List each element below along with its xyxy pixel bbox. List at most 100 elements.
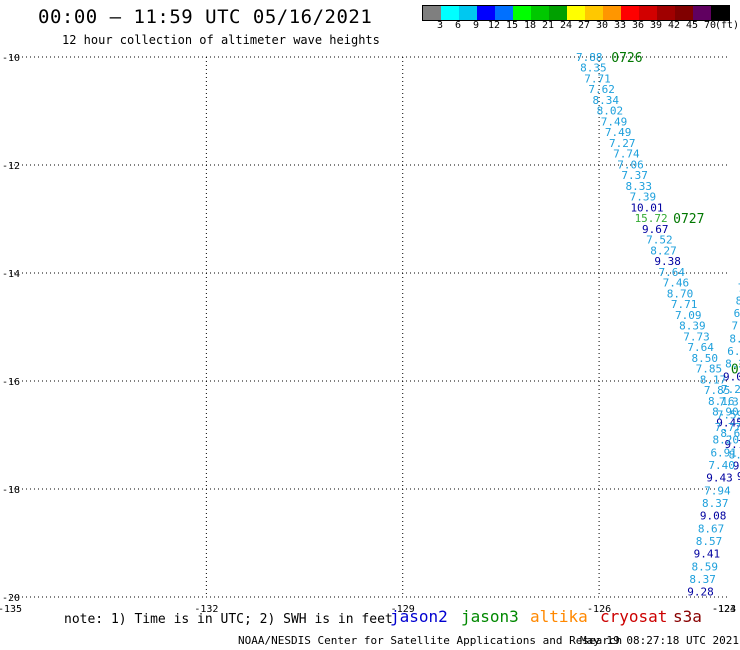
time-label: 0726 xyxy=(611,51,642,66)
colorbar-swatch xyxy=(657,6,675,20)
swh-value: 8.02 xyxy=(597,105,624,118)
x-tick-label: -123 xyxy=(712,604,736,615)
swh-value: 8.70 xyxy=(729,332,740,345)
swh-value: 7.49 xyxy=(601,115,628,128)
swh-value: 7.27 xyxy=(609,137,636,150)
swh-value: 8.66 xyxy=(720,427,740,440)
chart-subtitle: 12 hour collection of altimeter wave hei… xyxy=(62,33,380,47)
colorbar-tick-label: 3 xyxy=(436,20,444,31)
time-label: 0727 xyxy=(673,212,704,227)
colorbar-swatch xyxy=(459,6,477,20)
colorbar-tick-label: 18 xyxy=(523,20,537,31)
colorbar-tick-label: 36 xyxy=(631,20,645,31)
colorbar-swatch xyxy=(567,6,585,20)
swh-value: 7.20 xyxy=(731,320,740,333)
y-tick-label: -14 xyxy=(2,269,20,280)
chart-title: 00:00 – 11:59 UTC 05/16/2021 xyxy=(38,6,373,28)
colorbar-tick-label: 70 xyxy=(703,20,717,31)
x-tick-label: -129 xyxy=(391,604,415,615)
swh-value: 9.08 xyxy=(723,370,740,383)
colorbar-tick-label: 42 xyxy=(667,20,681,31)
swh-value: 7.77 xyxy=(715,421,740,434)
swh-value: 8.70 xyxy=(667,287,694,300)
swh-value: 7.37 xyxy=(621,169,648,182)
colorbar-tick-label: 24 xyxy=(559,20,573,31)
swh-value: 7.73 xyxy=(683,330,710,343)
swh-value: 7.85 xyxy=(696,363,723,376)
swh-value: 7.62 xyxy=(588,83,615,96)
swh-value: 9.08 xyxy=(700,510,727,523)
legend-jason3: jason3 xyxy=(461,607,519,626)
swh-value: 7.20 xyxy=(721,383,740,396)
swh-value: 9.43 xyxy=(706,472,733,485)
colorbar-tick-label: 39 xyxy=(649,20,663,31)
swh-value: 8.37 xyxy=(689,573,716,586)
legend-altika: altika xyxy=(530,607,588,626)
legend-s3a: s3a xyxy=(673,607,702,626)
swh-value: 8.34 xyxy=(593,94,620,107)
footer-timestamp: May 19 08:27:18 UTC 2021 xyxy=(580,634,739,647)
swh-value: 7.09 xyxy=(675,309,702,322)
swh-value: 8.37 xyxy=(702,497,729,510)
x-tick-label: -126 xyxy=(587,604,611,615)
y-tick-label: -16 xyxy=(2,377,20,388)
colorbar-tick-label: 9 xyxy=(472,20,480,31)
x-tick-label: -132 xyxy=(194,604,218,615)
swh-value: 9.41 xyxy=(733,459,740,472)
colorbar-unit-label: (ft) xyxy=(715,20,740,31)
colorbar-swatch xyxy=(711,6,729,20)
x-tick-label: -124 xyxy=(712,604,736,615)
swh-value: 9.78 xyxy=(724,438,740,451)
swh-value: 8.33 xyxy=(626,180,653,193)
swh-value: 7.52 xyxy=(646,234,673,247)
swh-value: 9.38 xyxy=(654,255,681,268)
colorbar-swatch xyxy=(513,6,531,20)
swh-value: 7.88 xyxy=(576,51,603,64)
colorbar xyxy=(422,5,730,21)
units-note: note: 1) Time is in UTC; 2) SWH is in fe… xyxy=(64,612,393,627)
colorbar-tick-label: 33 xyxy=(613,20,627,31)
swh-value: 9.41 xyxy=(694,548,721,561)
swh-value: 6.94 xyxy=(734,307,740,320)
swh-value: 9.45 xyxy=(716,416,740,429)
colorbar-swatch xyxy=(441,6,459,20)
swh-value: 8.09 xyxy=(736,294,740,307)
y-tick-label: -12 xyxy=(2,161,20,172)
swh-value: 8.50 xyxy=(691,352,718,365)
swh-value: 15.72 xyxy=(635,212,668,225)
colorbar-swatch xyxy=(621,6,639,20)
swh-value: 8.59 xyxy=(692,560,719,573)
legend-jason2: jason2 xyxy=(390,607,448,626)
colorbar-swatch xyxy=(477,6,495,20)
colorbar-tick-label: 6 xyxy=(454,20,462,31)
colorbar-tick-label: 12 xyxy=(487,20,501,31)
time-label: 0728 xyxy=(731,363,740,378)
swh-value: 7.94 xyxy=(704,484,731,497)
swh-value: 6.91 xyxy=(710,446,737,459)
swh-value: 7.64 xyxy=(658,266,685,279)
swh-value: 8.27 xyxy=(650,244,677,257)
swh-value: 7.46 xyxy=(663,277,690,290)
colorbar-swatch xyxy=(675,6,693,20)
colorbar-swatch xyxy=(495,6,513,20)
swh-value: 10.01 xyxy=(630,201,663,214)
x-tick-label: -135 xyxy=(0,604,22,615)
colorbar-labels: 3 6 9 12 15 18 21 24 27 30 33 36 39 42 45 70 (ft) xyxy=(422,20,739,34)
colorbar-tick-label: 15 xyxy=(505,20,519,31)
colorbar-swatch xyxy=(639,6,657,20)
colorbar-swatch xyxy=(603,6,621,20)
swh-value: 8.35 xyxy=(580,62,607,75)
swh-value: 7.59 xyxy=(717,408,740,421)
colorbar-tick-label: 27 xyxy=(577,20,591,31)
legend-cryosat: cryosat xyxy=(600,607,668,626)
swh-value: 9.28 xyxy=(687,586,714,599)
swh-value: 9.72 xyxy=(737,470,740,483)
colorbar-swatch xyxy=(585,6,603,20)
swh-value: 7.74 xyxy=(613,148,640,161)
swh-value: 8.24 xyxy=(725,358,740,371)
y-tick-label: -20 xyxy=(2,593,20,604)
swh-value: 7.71 xyxy=(738,282,740,295)
colorbar-tick-label: 21 xyxy=(541,20,555,31)
colorbar-tick-label: 45 xyxy=(685,20,699,31)
